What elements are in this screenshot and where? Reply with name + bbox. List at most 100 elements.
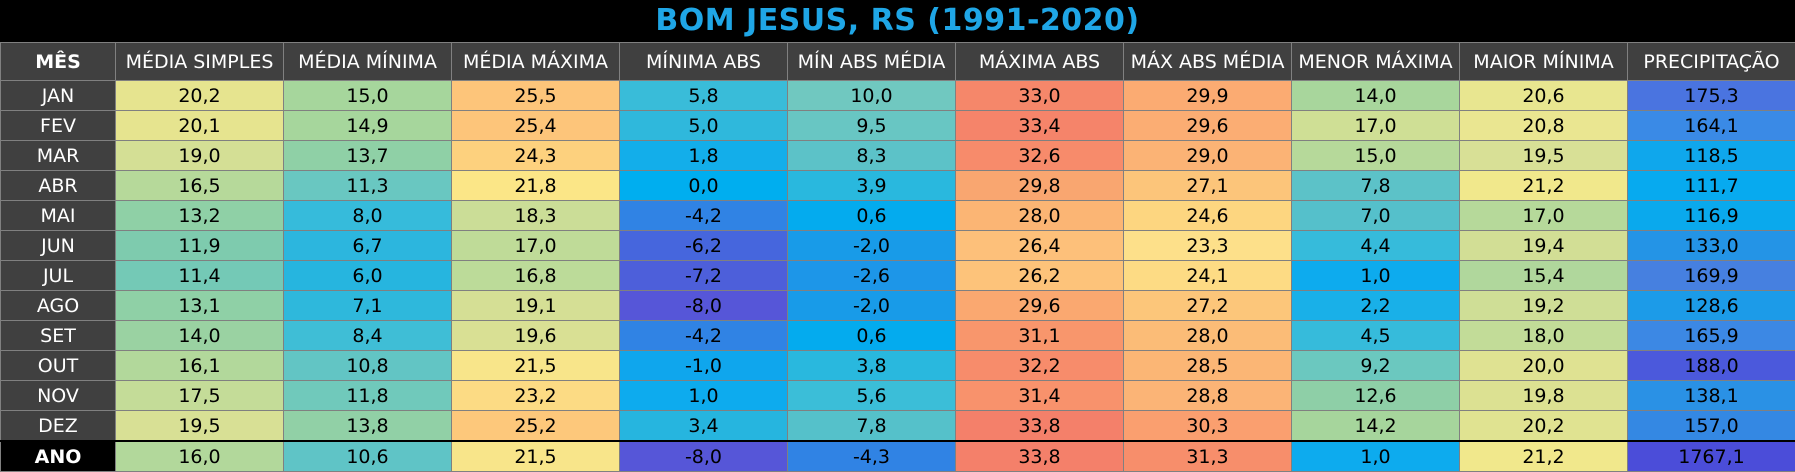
header-menor-maxima: MENOR MÁXIMA [1292,43,1460,81]
value-cell: 19,8 [1460,381,1628,411]
value-cell: 17,5 [116,381,284,411]
value-cell: 28,5 [1124,351,1292,381]
value-cell: 11,9 [116,231,284,261]
value-cell: 14,2 [1292,411,1460,442]
value-cell: 21,2 [1460,171,1628,201]
header-media-simples: MÉDIA SIMPLES [116,43,284,81]
value-cell: -7,2 [620,261,788,291]
value-cell: 29,6 [956,291,1124,321]
value-cell: 6,7 [284,231,452,261]
value-cell: -2,6 [788,261,956,291]
month-label: JUN [1,231,116,261]
value-cell: 3,9 [788,171,956,201]
value-cell: -8,0 [620,291,788,321]
value-cell: 6,0 [284,261,452,291]
value-cell: 4,5 [1292,321,1460,351]
value-cell: 33,8 [956,411,1124,442]
value-cell: 29,8 [956,171,1124,201]
value-cell: 19,0 [116,141,284,171]
value-cell: 13,8 [284,411,452,442]
value-cell: 16,0 [116,441,284,472]
value-cell: 17,0 [1460,201,1628,231]
value-cell: 29,9 [1124,81,1292,111]
value-cell: 24,1 [1124,261,1292,291]
header-media-maxima: MÉDIA MÁXIMA [452,43,620,81]
value-cell: 8,4 [284,321,452,351]
value-cell: 188,0 [1628,351,1795,381]
value-cell: 7,0 [1292,201,1460,231]
value-cell: 17,0 [1292,111,1460,141]
value-cell: 32,2 [956,351,1124,381]
value-cell: 14,0 [1292,81,1460,111]
value-cell: 169,9 [1628,261,1795,291]
value-cell: 20,2 [1460,411,1628,442]
value-cell: 28,0 [956,201,1124,231]
value-cell: 23,2 [452,381,620,411]
value-cell: 4,4 [1292,231,1460,261]
value-cell: 23,3 [1124,231,1292,261]
value-cell: 3,8 [788,351,956,381]
header-month: MÊS [1,43,116,81]
value-cell: 32,6 [956,141,1124,171]
value-cell: -6,2 [620,231,788,261]
month-label: SET [1,321,116,351]
header-maior-minima: MAIOR MÍNIMA [1460,43,1628,81]
value-cell: 19,5 [1460,141,1628,171]
month-label: MAR [1,141,116,171]
value-cell: 20,6 [1460,81,1628,111]
value-cell: 20,0 [1460,351,1628,381]
value-cell: 16,5 [116,171,284,201]
value-cell: 31,3 [1124,441,1292,472]
value-cell: 19,6 [452,321,620,351]
value-cell: 33,4 [956,111,1124,141]
value-cell: 26,4 [956,231,1124,261]
value-cell: 33,8 [956,441,1124,472]
value-cell: 26,2 [956,261,1124,291]
value-cell: 10,8 [284,351,452,381]
value-cell: 12,6 [1292,381,1460,411]
value-cell: 8,0 [284,201,452,231]
value-cell: -4,3 [788,441,956,472]
value-cell: 3,4 [620,411,788,442]
month-label: OUT [1,351,116,381]
value-cell: 27,1 [1124,171,1292,201]
value-cell: 133,0 [1628,231,1795,261]
value-cell: 5,0 [620,111,788,141]
value-cell: 11,3 [284,171,452,201]
value-cell: 25,4 [452,111,620,141]
value-cell: 15,0 [1292,141,1460,171]
value-cell: -1,0 [620,351,788,381]
table-title: BOM JESUS, RS (1991-2020) [0,0,1795,42]
value-cell: 19,4 [1460,231,1628,261]
header-media-minima: MÉDIA MÍNIMA [284,43,452,81]
month-label: NOV [1,381,116,411]
header-precipitacao: PRECIPITAÇÃO [1628,43,1795,81]
value-cell: 164,1 [1628,111,1795,141]
value-cell: 28,0 [1124,321,1292,351]
value-cell: 157,0 [1628,411,1795,442]
climate-table: MÊS MÉDIA SIMPLES MÉDIA MÍNIMA MÉDIA MÁX… [0,42,1795,472]
value-cell: 24,6 [1124,201,1292,231]
value-cell: 27,2 [1124,291,1292,321]
value-cell: 10,0 [788,81,956,111]
value-cell: 19,2 [1460,291,1628,321]
value-cell: 20,2 [116,81,284,111]
value-cell: -4,2 [620,201,788,231]
value-cell: 20,1 [116,111,284,141]
header-maxima-abs: MÁXIMA ABS [956,43,1124,81]
value-cell: 1,0 [1292,261,1460,291]
value-cell: 1767,1 [1628,441,1795,472]
value-cell: 33,0 [956,81,1124,111]
value-cell: 16,1 [116,351,284,381]
value-cell: 15,4 [1460,261,1628,291]
value-cell: 18,3 [452,201,620,231]
value-cell: 31,1 [956,321,1124,351]
value-cell: 30,3 [1124,411,1292,442]
value-cell: 14,0 [116,321,284,351]
